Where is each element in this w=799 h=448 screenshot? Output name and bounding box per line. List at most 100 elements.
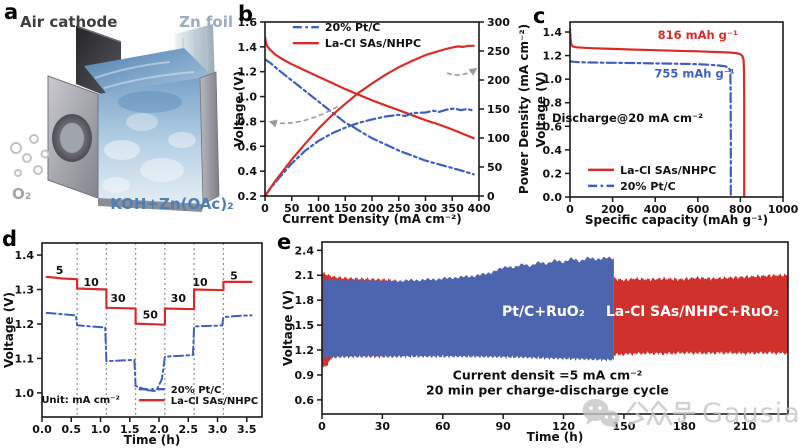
svg-text:300: 300: [414, 202, 437, 215]
svg-text:755 mAh g⁻¹: 755 mAh g⁻¹: [654, 66, 734, 80]
svg-text:100: 100: [487, 132, 510, 145]
svg-text:2.0: 2.0: [149, 423, 169, 436]
svg-text:1.0: 1.0: [15, 387, 35, 400]
svg-text:300: 300: [487, 16, 510, 29]
svg-text:1.2: 1.2: [15, 318, 35, 331]
svg-text:0.6: 0.6: [543, 120, 563, 133]
svg-text:Pt/C+RuO₂: Pt/C+RuO₂: [502, 304, 585, 320]
watermark-hanzi: [626, 400, 696, 426]
svg-text:1.2: 1.2: [543, 50, 563, 63]
chart-rate-performance: 0.0 0.5 1.0 1.5 2.0 2.5 3.0 3.5 1.0 1.1 1.2 1.3 1.4 T…: [2, 242, 263, 447]
svg-text:1.4: 1.4: [238, 41, 258, 54]
svg-text:2.1: 2.1: [295, 269, 315, 282]
svg-text:60: 60: [435, 420, 451, 433]
svg-text:2.4: 2.4: [295, 244, 315, 257]
svg-text:Power Density (mA cm⁻²): Power Density (mA cm⁻²): [517, 24, 531, 194]
svg-text:1000: 1000: [768, 203, 799, 216]
svg-text:0: 0: [487, 190, 495, 203]
svg-text:250: 250: [487, 45, 510, 58]
o2-bubbles: [10, 134, 50, 177]
svg-text:La-Cl SAs/NHPC: La-Cl SAs/NHPC: [620, 164, 716, 177]
svg-text:20% Pt/C: 20% Pt/C: [325, 21, 381, 34]
electrolyte-label: KOH+Zn(OAc)₂: [110, 195, 234, 213]
svg-text:200: 200: [361, 202, 384, 215]
svg-text:Unit: mA cm⁻²: Unit: mA cm⁻²: [41, 395, 120, 406]
svg-text:Time (h): Time (h): [124, 433, 181, 447]
svg-text:0.8: 0.8: [543, 97, 563, 110]
svg-text:150: 150: [334, 202, 357, 215]
watermark: Gausian: [582, 397, 799, 429]
svg-text:Time (h): Time (h): [527, 430, 584, 444]
svg-text:1.3: 1.3: [15, 284, 35, 297]
svg-text:10: 10: [192, 276, 208, 289]
svg-text:La-Cl SAs/NHPC: La-Cl SAs/NHPC: [325, 37, 421, 50]
svg-text:30: 30: [375, 420, 391, 433]
watermark-name: Gausian: [702, 397, 799, 429]
svg-text:0.2: 0.2: [238, 190, 258, 203]
o2-label: O₂: [12, 185, 31, 203]
svg-text:30: 30: [110, 292, 126, 305]
svg-text:1.4: 1.4: [543, 26, 563, 39]
svg-text:400: 400: [468, 202, 491, 215]
air-cathode-label: Air cathode: [20, 13, 117, 31]
svg-text:210: 210: [733, 420, 756, 433]
svg-text:Current densit =5 mA cm⁻²: Current densit =5 mA cm⁻²: [453, 367, 643, 382]
svg-text:816 mAh g⁻¹: 816 mAh g⁻¹: [658, 28, 738, 42]
svg-text:50: 50: [143, 308, 159, 321]
svg-text:200: 200: [601, 203, 624, 216]
svg-text:150: 150: [487, 103, 510, 116]
panel-letter-b: b: [238, 2, 254, 26]
svg-text:5: 5: [56, 264, 64, 277]
svg-text:Voltage (V): Voltage (V): [281, 290, 295, 366]
svg-text:1.0: 1.0: [238, 91, 258, 104]
cell-frame-right: [199, 71, 220, 205]
svg-text:350: 350: [441, 202, 464, 215]
svg-text:0.4: 0.4: [238, 165, 258, 178]
svg-text:La-Cl SAs/NHPC: La-Cl SAs/NHPC: [171, 396, 258, 407]
svg-text:0.6: 0.6: [238, 140, 258, 153]
svg-text:1.0: 1.0: [543, 73, 563, 86]
svg-text:0: 0: [566, 203, 574, 216]
svg-text:1.8: 1.8: [295, 294, 315, 307]
svg-text:50: 50: [284, 202, 300, 215]
panel-letter-c: c: [533, 4, 546, 28]
svg-text:120: 120: [552, 420, 575, 433]
chart-discharge-specific-capacity: 0 200 400 600 800 1000 0.0 0.2 0.4 0.6 0.8 1.0 1.2 1.…: [536, 21, 799, 227]
svg-text:Voltage (V): Voltage (V): [232, 71, 246, 147]
svg-text:5: 5: [230, 270, 238, 283]
svg-text:250: 250: [387, 202, 410, 215]
chart-cycling-stability: 0 30 60 90 120 150 180 2100.60.91.21.51.82.12.4…: [281, 241, 789, 444]
svg-text:1.2: 1.2: [238, 66, 258, 79]
svg-text:1.0: 1.0: [91, 423, 111, 436]
svg-text:800: 800: [729, 203, 752, 216]
svg-text:20 min per charge-discharge cy: 20 min per charge-discharge cycle: [426, 382, 669, 397]
svg-text:1.4: 1.4: [15, 249, 35, 262]
svg-text:180: 180: [673, 420, 696, 433]
svg-text:0: 0: [318, 420, 326, 433]
svg-text:0.6: 0.6: [295, 394, 315, 407]
zn-foil-label: Zn foil: [179, 13, 233, 31]
svg-text:2.5: 2.5: [179, 423, 199, 436]
wechat-icon: [582, 399, 620, 429]
chart-polarization-power-density: 0 50 100 150 200 250 300 350 4000.20.40.60.81.01…: [232, 16, 531, 226]
svg-text:30: 30: [171, 292, 187, 305]
svg-text:200: 200: [487, 74, 510, 87]
svg-text:Discharge@20 mA cm⁻²: Discharge@20 mA cm⁻²: [552, 111, 703, 125]
svg-text:0: 0: [261, 202, 269, 215]
svg-text:0.0: 0.0: [543, 191, 563, 204]
svg-text:90: 90: [496, 420, 512, 433]
svg-text:0.2: 0.2: [543, 167, 563, 180]
svg-text:0.9: 0.9: [295, 369, 315, 382]
svg-text:La-Cl SAs/NHPC+RuO₂: La-Cl SAs/NHPC+RuO₂: [606, 304, 779, 320]
panel-letter-d: d: [2, 227, 18, 251]
svg-text:0.5: 0.5: [62, 423, 82, 436]
svg-text:1.5: 1.5: [120, 423, 140, 436]
zn-air-battery-schematic: Air cathode Zn foil O₂ KOH+Zn(OAc)₂: [10, 13, 234, 213]
svg-text:1.5: 1.5: [295, 319, 315, 332]
svg-text:20% Pt/C: 20% Pt/C: [620, 180, 676, 193]
panel-letter-e: e: [277, 230, 292, 254]
svg-text:1.1: 1.1: [15, 352, 35, 365]
panel-letter-a: a: [4, 0, 19, 24]
svg-text:20% Pt/C: 20% Pt/C: [171, 385, 222, 396]
svg-text:0.8: 0.8: [238, 115, 258, 128]
